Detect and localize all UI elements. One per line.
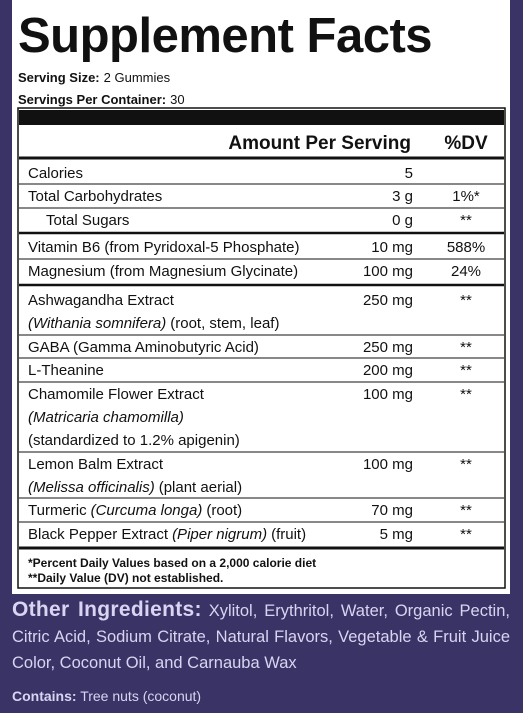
row-name: Ashwagandha Extract xyxy=(28,292,175,309)
row-latin: (Matricaria chamomilla) xyxy=(28,409,184,426)
row-amount: 250 mg xyxy=(363,339,413,356)
row-amount: 100 mg xyxy=(363,386,413,403)
row-name: Total Sugars xyxy=(46,212,129,229)
row-dv: 588% xyxy=(447,239,485,256)
row-amount: 3 g xyxy=(392,188,413,205)
text-part: (Withania somnifera) xyxy=(28,315,166,332)
row-amount: 10 mg xyxy=(371,239,413,256)
row-amount: 100 mg xyxy=(363,263,413,280)
other-ingredients: Other Ingredients: Xylitol, Erythritol, … xyxy=(12,597,510,676)
footnote: *Percent Daily Values based on a 2,000 c… xyxy=(28,556,316,570)
panel-bg xyxy=(12,0,510,594)
row-detail: (Melissa officinalis) (plant aerial) xyxy=(28,479,242,496)
row-name: Total Carbohydrates xyxy=(28,188,162,205)
row-detail: (standardized to 1.2% apigenin) xyxy=(28,432,240,449)
rows: Calories 5 Total Carbohydrates 3 g 1%* T… xyxy=(28,165,485,543)
row-name: Calories xyxy=(28,165,83,182)
row-detail: (Withania somnifera) (root, stem, leaf) xyxy=(28,315,279,332)
ingredients-text: Xylitol, Erythritol, Water, Organic Pect… xyxy=(12,602,510,672)
text-part: (plant aerial) xyxy=(159,479,242,496)
row-name: Vitamin B6 (from Pyridoxal-5 Phosphate) xyxy=(28,239,300,256)
row-dv: ** xyxy=(460,456,472,473)
row-dv: ** xyxy=(460,362,472,379)
row-name: Magnesium (from Magnesium Glycinate) xyxy=(28,263,298,280)
text-part: (Curcuma longa) xyxy=(91,502,203,519)
text-part: Serving Size: xyxy=(18,70,100,85)
ingredients-label: Other Ingredients: xyxy=(12,598,202,621)
row-dv: ** xyxy=(460,526,472,543)
row-name: L-Theanine xyxy=(28,362,104,379)
row-amount: 70 mg xyxy=(371,502,413,519)
label-panel: Supplement Facts Serving Size: 2 Gummies … xyxy=(12,0,510,594)
rules xyxy=(19,156,504,550)
header-bar xyxy=(19,110,504,125)
text-part: 30 xyxy=(170,92,184,107)
text-part: (fruit) xyxy=(271,526,306,543)
row-name: GABA (Gamma Aminobutyric Acid) xyxy=(28,339,259,356)
row-amount: 5 xyxy=(405,165,413,182)
row-dv: ** xyxy=(460,212,472,229)
title: Supplement Facts xyxy=(18,9,432,63)
row-amount: 250 mg xyxy=(363,292,413,309)
row-amount: 100 mg xyxy=(363,456,413,473)
row-name: Black Pepper Extract (Piper nigrum) (fruit… xyxy=(28,526,306,543)
text-part: (Piper nigrum) xyxy=(172,526,267,543)
row-amount: 0 g xyxy=(392,212,413,229)
row-dv: ** xyxy=(460,339,472,356)
servings: Servings Per Container: 30 xyxy=(18,92,185,107)
text-part: 2 Gummies xyxy=(104,70,171,85)
text-part: (Melissa officinalis) xyxy=(28,479,155,496)
row-amount: 200 mg xyxy=(363,362,413,379)
table-border xyxy=(17,107,506,589)
row-dv: ** xyxy=(460,502,472,519)
row-dv: 1%* xyxy=(452,188,480,205)
footnote: **Daily Value (DV) not established. xyxy=(28,571,223,585)
row-dv: ** xyxy=(460,386,472,403)
row-amount: 5 mg xyxy=(380,526,413,543)
text-part: (root) xyxy=(206,502,242,519)
column-header: %DV xyxy=(444,133,488,154)
row-dv: 24% xyxy=(451,263,481,280)
contains-label: Contains: xyxy=(12,688,77,704)
row-name: Turmeric (Curcuma longa) (root) xyxy=(28,502,242,519)
serving-size: Serving Size: 2 Gummies xyxy=(18,70,171,85)
row-name: Chamomile Flower Extract xyxy=(28,386,205,403)
text-part: (root, stem, leaf) xyxy=(170,315,279,332)
contains-text: Tree nuts (coconut) xyxy=(80,688,202,704)
row-dv: ** xyxy=(460,292,472,309)
contains: Contains: Tree nuts (coconut) xyxy=(12,688,201,704)
text-part: Servings Per Container: xyxy=(18,92,166,107)
text-part: Turmeric xyxy=(28,502,87,519)
text-part: Black Pepper Extract xyxy=(28,526,169,543)
column-header: Amount Per Serving xyxy=(228,133,411,154)
row-name: Lemon Balm Extract xyxy=(28,456,164,473)
